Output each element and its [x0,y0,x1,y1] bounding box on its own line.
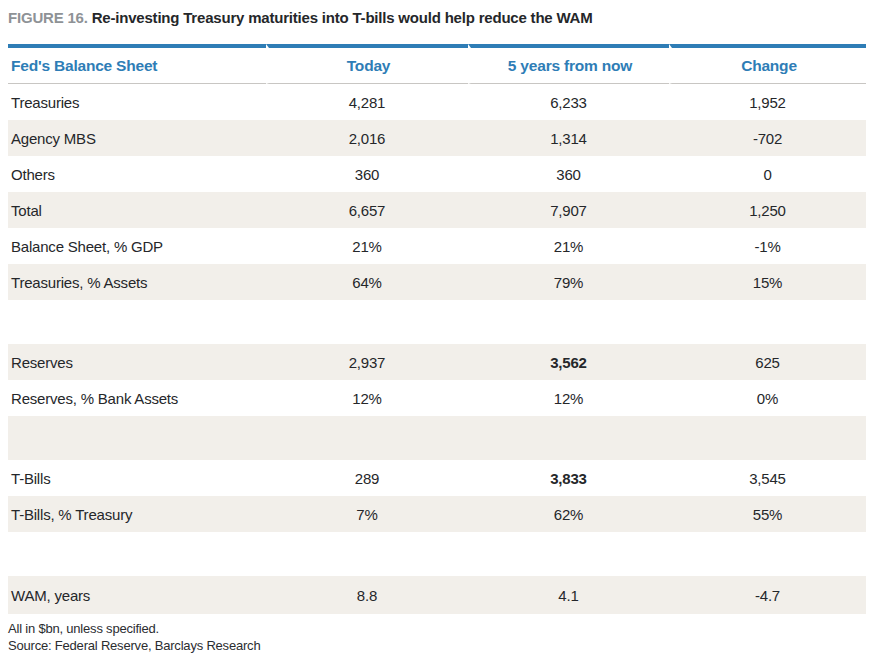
row-label: Others [8,156,266,192]
value-cell: 64% [266,264,468,300]
value-cell: 6,233 [468,84,669,120]
balance-sheet-table: Fed's Balance Sheet Today 5 years from n… [8,44,866,614]
value-cell: 360 [468,156,669,192]
table-row: Total6,6577,9071,250 [8,192,866,228]
column-header-today: Today [266,44,468,84]
value-cell: 7% [266,496,468,532]
value-cell: 3,545 [669,460,866,496]
table-row: T-Bills2893,8333,545 [8,460,866,496]
figure-number-label: FIGURE 16. [8,9,88,26]
value-cell: 0 [669,156,866,192]
row-label: WAM, years [8,576,266,614]
value-cell [669,300,866,344]
value-cell [266,532,468,576]
row-label: T-Bills, % Treasury [8,496,266,532]
row-label [8,416,266,460]
table-row: T-Bills, % Treasury7%62%55% [8,496,866,532]
value-cell: 15% [669,264,866,300]
row-label [8,300,266,344]
table-spacer-row [8,300,866,344]
row-label: T-Bills [8,460,266,496]
table-row: Reserves, % Bank Assets12%12%0% [8,380,866,416]
column-header-balance-sheet: Fed's Balance Sheet [8,44,266,84]
value-cell: -1% [669,228,866,264]
value-cell: 62% [468,496,669,532]
value-cell: 289 [266,460,468,496]
table-header-row: Fed's Balance Sheet Today 5 years from n… [8,44,866,84]
row-label: Reserves [8,344,266,380]
value-cell: 3,562 [468,344,669,380]
row-label [8,532,266,576]
value-cell: 12% [468,380,669,416]
value-cell: 1,314 [468,120,669,156]
value-cell: 1,952 [669,84,866,120]
value-cell: 2,016 [266,120,468,156]
table-row: Reserves2,9373,562625 [8,344,866,380]
table-row: Agency MBS2,0161,314-702 [8,120,866,156]
value-cell: 4,281 [266,84,468,120]
value-cell: 625 [669,344,866,380]
value-cell [468,532,669,576]
value-cell [468,416,669,460]
value-cell: 360 [266,156,468,192]
column-header-5-years: 5 years from now [468,44,669,84]
value-cell: 1,250 [669,192,866,228]
value-cell: 21% [468,228,669,264]
figure-16-container: FIGURE 16. Re-investing Treasury maturit… [0,0,874,664]
value-cell: 3,833 [468,460,669,496]
row-label: Treasuries [8,84,266,120]
column-header-change: Change [669,44,866,84]
figure-title: FIGURE 16. Re-investing Treasury maturit… [8,8,866,28]
value-cell [468,300,669,344]
value-cell: -4.7 [669,576,866,614]
table-spacer-row [8,532,866,576]
footnote-units: All in $bn, unless specified. [8,621,866,638]
value-cell: -702 [669,120,866,156]
value-cell: 8.8 [266,576,468,614]
value-cell: 2,937 [266,344,468,380]
value-cell [669,416,866,460]
table-row: Treasuries4,2816,2331,952 [8,84,866,120]
row-label: Treasuries, % Assets [8,264,266,300]
row-label: Total [8,192,266,228]
value-cell: 0% [669,380,866,416]
table-row: Balance Sheet, % GDP21%21%-1% [8,228,866,264]
row-label: Agency MBS [8,120,266,156]
value-cell: 55% [669,496,866,532]
value-cell: 7,907 [468,192,669,228]
table-spacer-row [8,416,866,460]
value-cell: 79% [468,264,669,300]
value-cell: 6,657 [266,192,468,228]
table-row: Others3603600 [8,156,866,192]
value-cell [669,532,866,576]
table-row: Treasuries, % Assets64%79%15% [8,264,866,300]
figure-title-text: Re-investing Treasury maturities into T-… [92,9,593,26]
value-cell: 21% [266,228,468,264]
row-label: Balance Sheet, % GDP [8,228,266,264]
value-cell [266,300,468,344]
row-label: Reserves, % Bank Assets [8,380,266,416]
value-cell: 12% [266,380,468,416]
figure-footnotes: All in $bn, unless specified. Source: Fe… [8,621,866,654]
value-cell [266,416,468,460]
value-cell: 4.1 [468,576,669,614]
footnote-source: Source: Federal Reserve, Barclays Resear… [8,638,866,655]
table-row: WAM, years8.84.1-4.7 [8,576,866,614]
